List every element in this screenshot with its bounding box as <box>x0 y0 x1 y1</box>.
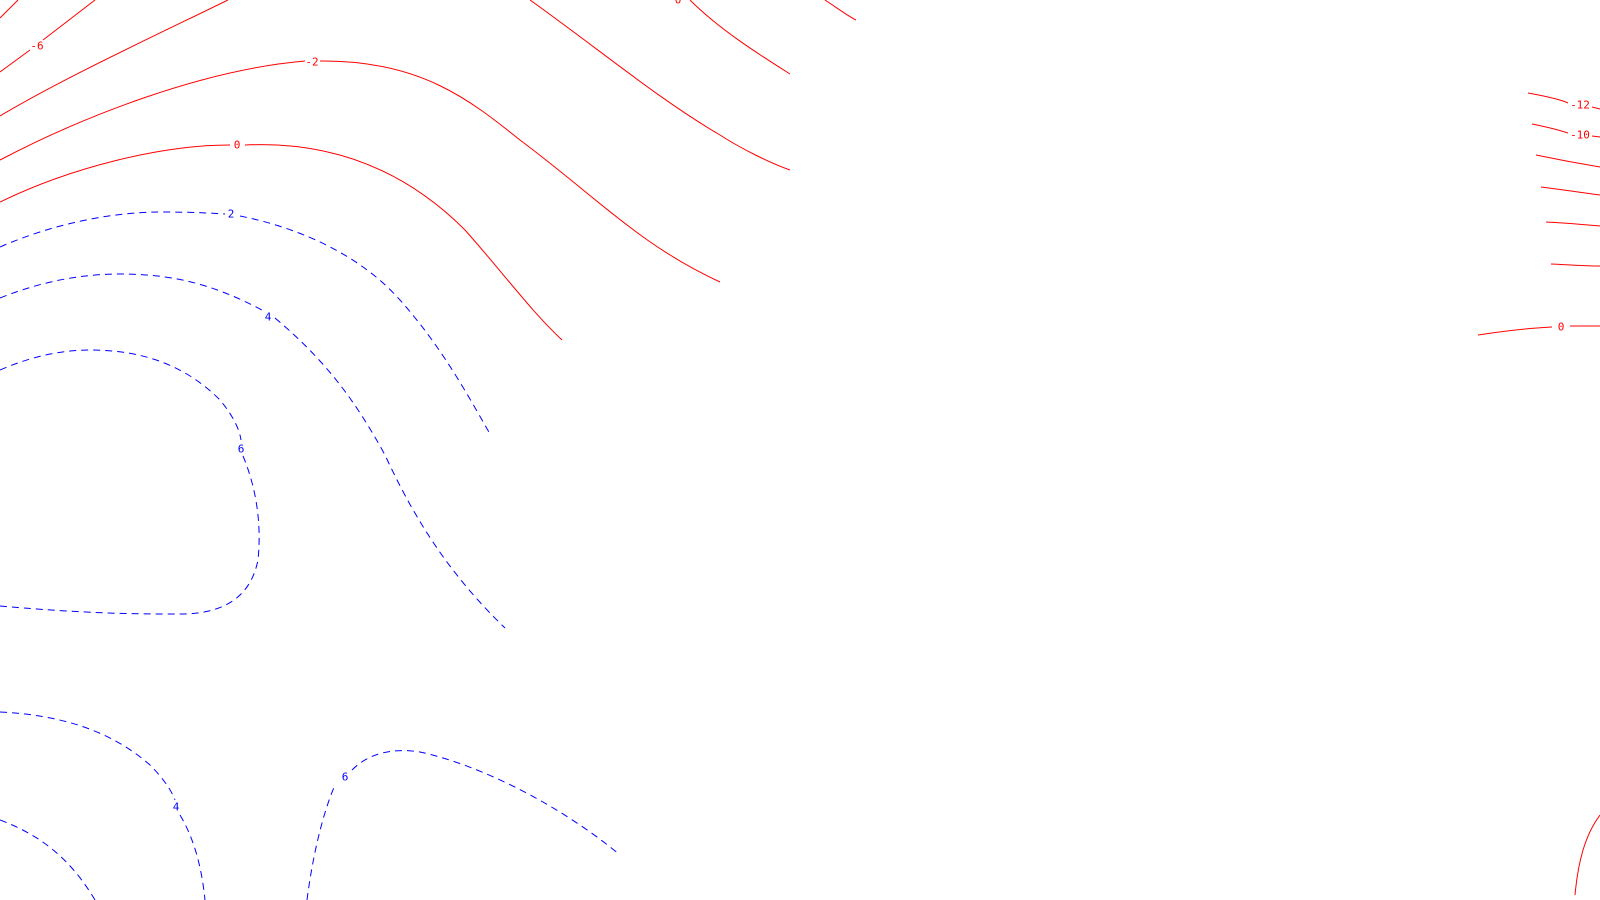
contour-label-zero: 0 <box>234 139 241 152</box>
contour-line-neg4 <box>0 0 229 117</box>
contour-line-right-neg12 <box>1527 92 1600 110</box>
contour-line-top-c <box>824 0 857 21</box>
contour-label-pos6: 6 <box>238 443 245 456</box>
contour-label-neg12: -12 <box>1570 99 1590 112</box>
contour-line-top-b <box>689 0 791 75</box>
contour-label-pos4: 4 <box>265 311 272 324</box>
contour-line-right-8 <box>1535 154 1600 168</box>
contour-line-neg2 <box>0 60 721 283</box>
contour-line-right-2 <box>1550 263 1600 267</box>
contour-label: 0 <box>675 0 682 7</box>
contour-line-neg6 <box>0 0 96 73</box>
contour-line-right-zero <box>1477 325 1600 336</box>
contour-label-zero-right: 0 <box>1558 321 1565 334</box>
contour-line-right-4 <box>1545 221 1600 227</box>
contour-line-top-a <box>529 0 791 171</box>
contour-line-pos4-bottom <box>0 711 206 900</box>
contour-label-pos2: 2 <box>228 208 235 221</box>
contour-line-pos6-bottom <box>306 750 621 900</box>
contour-line-pos2-bottom <box>0 819 96 900</box>
contour-label-pos6-bottom: 6 <box>342 771 349 784</box>
contour-line-right-neg10 <box>1531 123 1600 138</box>
contour-line-bottom-right <box>1574 814 1600 896</box>
contour-label-neg10: -10 <box>1570 129 1590 142</box>
contour-label-neg2: -2 <box>305 56 318 69</box>
contour-line-neg8 <box>0 0 19 19</box>
contour-line-zero <box>0 144 563 341</box>
contour-label-neg6: -6 <box>30 40 43 53</box>
contour-line-pos4 <box>0 273 506 629</box>
contour-line-right-6 <box>1540 186 1600 196</box>
contour-line-pos2 <box>0 211 491 435</box>
contour-line-pos6 <box>0 349 260 615</box>
contour-label-pos4-bottom: 4 <box>173 801 180 814</box>
